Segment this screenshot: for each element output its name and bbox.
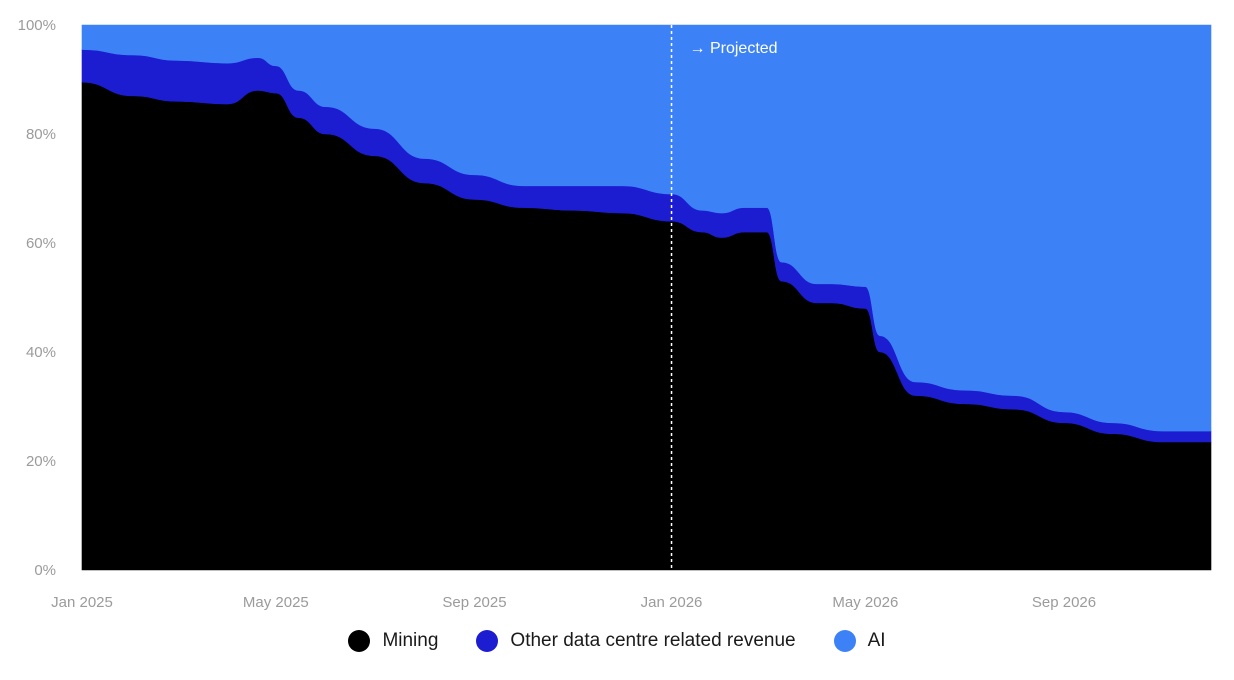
x-tick-label: Sep 2026 xyxy=(1032,594,1096,611)
y-axis-ticks: 0% 20% 40% 60% 80% 100% xyxy=(18,17,56,579)
y-tick-label: 40% xyxy=(26,344,56,361)
legend-item-mining[interactable]: Mining xyxy=(348,630,438,652)
legend-item-other-data-centre[interactable]: Other data centre related revenue xyxy=(476,630,796,652)
y-tick-label: 100% xyxy=(18,17,56,34)
legend-label-other-data-centre: Other data centre related revenue xyxy=(510,630,796,651)
legend-label-mining: Mining xyxy=(382,630,439,651)
y-tick-label: 80% xyxy=(26,126,56,143)
chart-legend: Mining Other data centre related revenue… xyxy=(0,630,1234,652)
stacked-area-chart: → Projected 0% 20% 40% 60% 80% 100% Jan 2025 M… xyxy=(18,17,1212,611)
legend-swatch-mining xyxy=(348,630,371,652)
x-tick-label: Jan 2026 xyxy=(641,594,703,611)
projected-annotation: → Projected xyxy=(690,40,778,57)
area-layers xyxy=(81,24,1212,571)
x-tick-label: May 2025 xyxy=(243,594,309,611)
x-tick-label: May 2026 xyxy=(832,594,898,611)
x-tick-label: Sep 2025 xyxy=(442,594,506,611)
area-ai xyxy=(81,24,1212,432)
legend-swatch-other-data-centre xyxy=(476,630,499,652)
x-axis-ticks: Jan 2025 May 2025 Sep 2025 Jan 2026 May 2026… xyxy=(51,594,1096,611)
x-tick-label: Jan 2025 xyxy=(51,594,113,611)
y-tick-label: 20% xyxy=(26,453,56,470)
y-tick-label: 60% xyxy=(26,235,56,252)
legend-label-ai: AI xyxy=(867,630,886,651)
legend-swatch-ai xyxy=(833,630,856,652)
y-tick-label: 0% xyxy=(34,562,56,579)
legend-item-ai[interactable]: AI xyxy=(833,630,886,652)
